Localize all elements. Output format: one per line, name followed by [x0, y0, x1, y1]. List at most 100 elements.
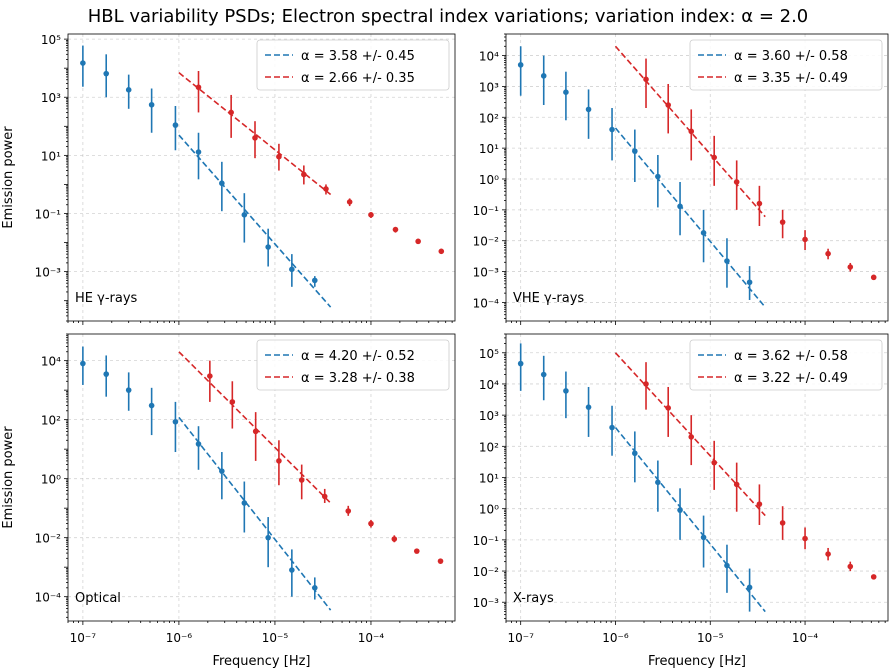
y-tick-label: 10⁰ — [41, 473, 61, 487]
red-data-point — [346, 199, 353, 205]
red-data-point — [688, 128, 695, 135]
red-data-point — [802, 236, 808, 243]
blue-data-point — [540, 371, 547, 378]
red-data-point — [276, 458, 282, 464]
y-tick-label: 10⁴ — [479, 50, 499, 64]
red-data-point — [276, 153, 282, 160]
blue-fit-line — [614, 427, 766, 613]
y-tick-label: 10⁰ — [479, 173, 499, 187]
x-axis-label: Frequency [Hz] — [648, 654, 746, 669]
blue-data-point — [289, 266, 295, 273]
legend: α = 4.20 +/- 0.52 α = 3.28 +/- 0.38 — [256, 339, 450, 391]
blue-data-point — [746, 584, 753, 591]
y-tick-label: 10¹ — [479, 472, 499, 486]
legend: α = 3.58 +/- 0.45 α = 2.66 +/- 0.35 — [256, 39, 450, 91]
blue-fit-line — [178, 416, 332, 611]
blue-data-point — [311, 585, 318, 591]
blue-data-point — [80, 60, 86, 66]
y-tick-label: 10⁻¹ — [473, 204, 500, 218]
red-data-point — [825, 250, 831, 257]
y-tick-label: 10⁴ — [41, 355, 61, 369]
red-data-point — [368, 520, 374, 527]
red-data-point — [756, 501, 763, 507]
blue-data-point — [746, 279, 753, 286]
blue-data-point — [700, 230, 707, 236]
y-tick-label: 10⁵ — [41, 33, 61, 47]
legend-blue-label: α = 4.20 +/- 0.52 — [301, 349, 415, 364]
red-data-point — [733, 481, 740, 488]
blue-data-point — [540, 73, 547, 79]
blue-data-point — [265, 244, 271, 250]
y-tick-label: 10⁵ — [479, 347, 499, 361]
y-tick-label: 10⁴ — [479, 378, 499, 392]
blue-data-point — [563, 388, 569, 394]
blue-data-point — [311, 277, 318, 284]
blue-data-point — [655, 173, 661, 180]
blue-data-point — [125, 87, 132, 93]
blue-fit-line — [614, 127, 766, 308]
blue-data-point — [148, 101, 155, 108]
legend-red-label: α = 3.28 +/- 0.38 — [301, 371, 415, 386]
legend-box — [689, 339, 883, 391]
red-data-point — [847, 264, 854, 270]
y-tick-label: 10⁻² — [35, 532, 62, 546]
red-data-point — [301, 171, 307, 178]
x-tick-label: 10⁻⁴ — [792, 631, 819, 645]
red-data-point — [229, 399, 236, 405]
blue-data-point — [241, 212, 248, 218]
red-data-point — [870, 574, 877, 580]
figure-title: HBL variability PSDs; Electron spectral … — [88, 6, 809, 27]
x-tick-label: 10⁻⁵ — [697, 631, 724, 645]
blue-data-point — [517, 62, 524, 68]
red-data-point — [323, 186, 329, 192]
red-data-point — [825, 551, 831, 557]
x-tick-label: 10⁻⁶ — [166, 631, 193, 645]
blue-data-point — [148, 402, 155, 409]
red-data-point — [870, 274, 877, 281]
blue-data-point — [609, 126, 615, 133]
panel-vhe-gamma-rays: 10⁴ 10³ 10² 10¹ 10⁰ 10⁻¹ 10⁻² 10⁻³ 10⁻⁴ VHE γ-ray… — [473, 33, 889, 325]
legend-red-label: α = 2.66 +/- 0.35 — [301, 71, 415, 86]
red-data-point — [195, 84, 202, 91]
red-data-point — [207, 373, 213, 379]
legend-blue-label: α = 3.62 +/- 0.58 — [734, 349, 848, 364]
x-tick-label: 10⁻⁴ — [358, 631, 385, 645]
red-data-point — [711, 459, 717, 466]
x-tick-label: 10⁻⁷ — [70, 631, 97, 645]
y-tick-label: 10⁻³ — [35, 266, 62, 280]
red-data-point — [779, 520, 786, 526]
x-axis-label: Frequency [Hz] — [212, 654, 310, 669]
blue-data-point — [677, 507, 683, 513]
y-tick-label: 10⁻² — [473, 235, 500, 249]
blue-data-point — [172, 418, 179, 425]
blue-data-point — [585, 106, 592, 113]
red-data-point — [665, 405, 672, 411]
y-tick-label: 10⁻⁴ — [473, 296, 500, 310]
plot-frame — [67, 33, 456, 322]
panel-label: Optical — [75, 591, 121, 606]
legend-red-label: α = 3.22 +/- 0.49 — [734, 371, 848, 386]
blue-data-point — [265, 534, 271, 541]
blue-data-point — [289, 567, 295, 573]
y-tick-label: 10⁰ — [479, 503, 499, 517]
y-tick-label: 10⁻⁴ — [35, 591, 62, 605]
panel-label: VHE γ-rays — [513, 291, 584, 306]
y-tick-label: 10³ — [41, 91, 61, 105]
y-tick-label: 10³ — [479, 80, 499, 94]
panel-label: HE γ-rays — [75, 291, 138, 306]
plot-frame — [67, 333, 456, 622]
red-data-point — [391, 536, 398, 542]
legend-box — [689, 39, 883, 91]
red-data-point — [847, 563, 854, 570]
legend-blue-label: α = 3.58 +/- 0.45 — [301, 49, 415, 64]
blue-fit-line — [178, 134, 332, 308]
legend-box — [256, 39, 450, 91]
y-axis-label: Emission power — [1, 126, 16, 229]
red-data-point — [779, 219, 786, 225]
y-tick-label: 10² — [41, 414, 61, 428]
red-fit-line — [614, 352, 766, 517]
red-data-point — [756, 200, 763, 207]
y-tick-label: 10² — [479, 111, 499, 125]
y-axis-label: Emission power — [1, 426, 16, 529]
blue-data-point — [632, 148, 638, 154]
